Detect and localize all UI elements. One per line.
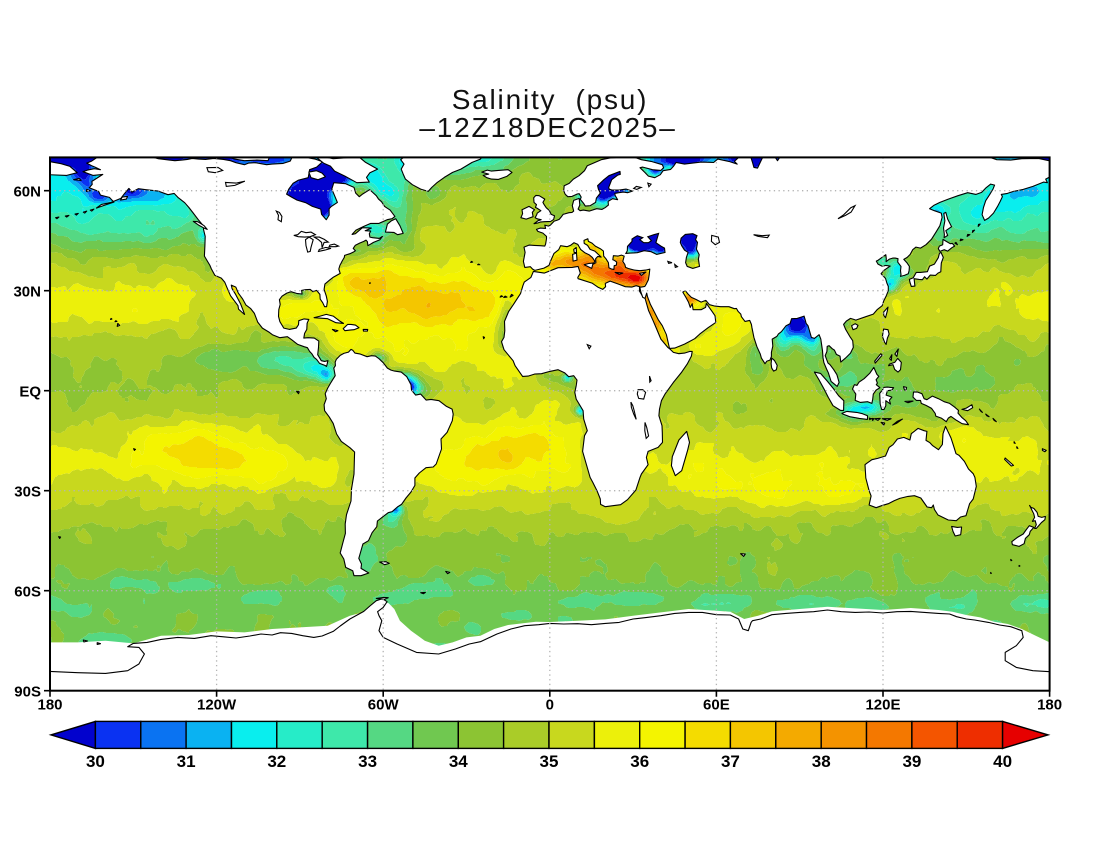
svg-text:180: 180	[1037, 696, 1062, 713]
svg-text:60W: 60W	[368, 696, 400, 713]
svg-text:180: 180	[37, 696, 62, 713]
svg-text:60N: 60N	[13, 184, 41, 201]
svg-text:37: 37	[721, 752, 740, 771]
svg-text:60S: 60S	[14, 584, 41, 601]
svg-text:30S: 30S	[14, 484, 41, 501]
svg-text:Salinity (psu): Salinity (psu)	[452, 84, 649, 115]
svg-text:120E: 120E	[865, 696, 900, 713]
svg-text:31: 31	[177, 752, 196, 771]
svg-text:0: 0	[546, 696, 554, 713]
svg-text:30: 30	[86, 752, 105, 771]
svg-text:60E: 60E	[703, 696, 730, 713]
svg-text:36: 36	[630, 752, 649, 771]
svg-text:34: 34	[449, 752, 468, 771]
svg-text:39: 39	[902, 752, 921, 771]
svg-text:32: 32	[267, 752, 286, 771]
svg-text:–12Z18DEC2025–: –12Z18DEC2025–	[419, 112, 676, 143]
svg-text:35: 35	[540, 752, 559, 771]
svg-text:30N: 30N	[13, 284, 41, 301]
svg-text:33: 33	[358, 752, 377, 771]
svg-text:40: 40	[993, 752, 1012, 771]
svg-text:EQ: EQ	[19, 384, 41, 401]
svg-text:38: 38	[812, 752, 831, 771]
svg-text:120W: 120W	[197, 696, 237, 713]
svg-text:90S: 90S	[14, 684, 41, 701]
